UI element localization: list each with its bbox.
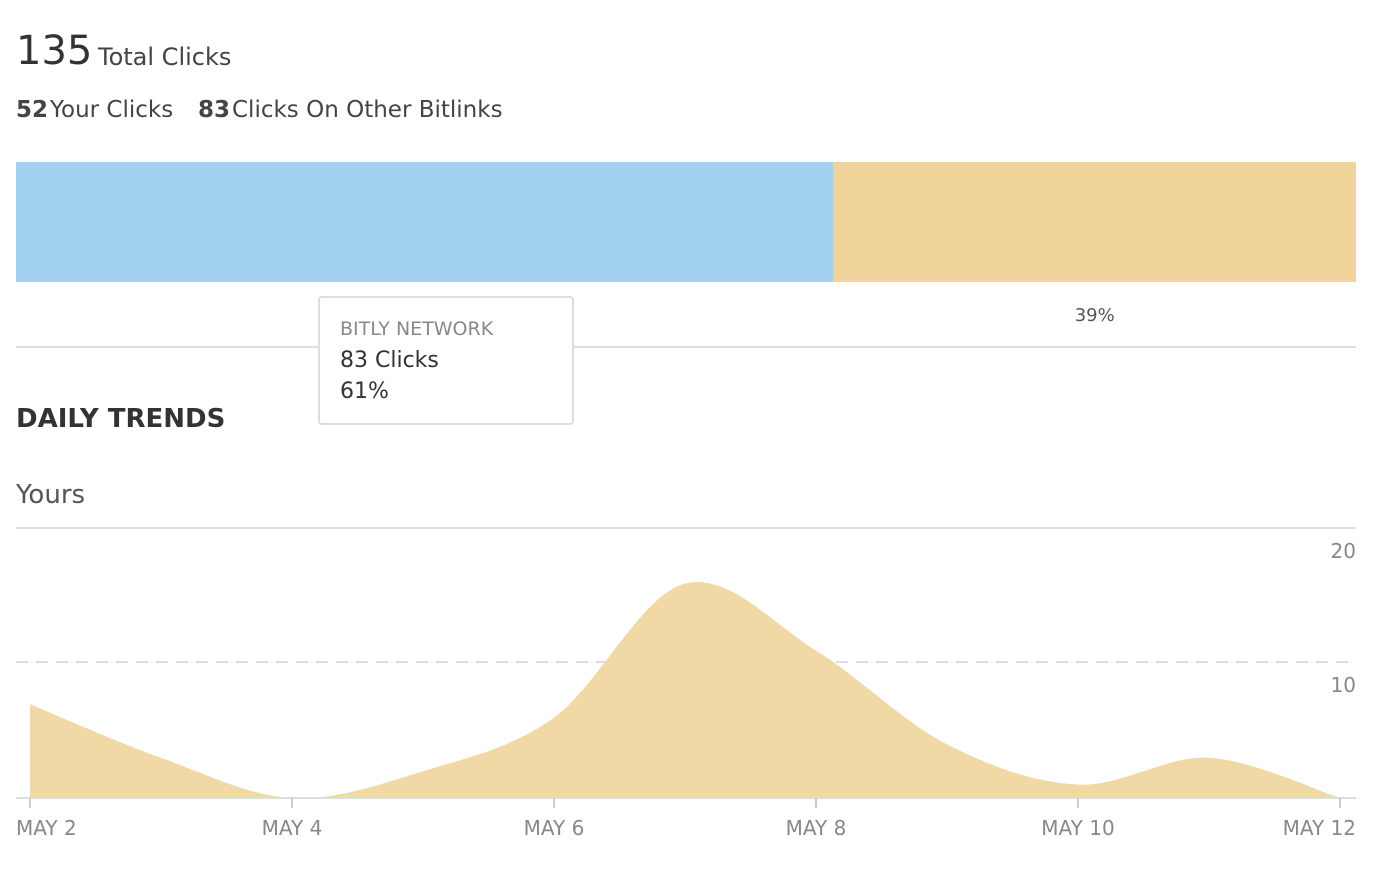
y-tick-label: 10 [1331, 673, 1356, 697]
tooltip-percent: 61% [340, 379, 389, 404]
x-tick-label: MAY 8 [786, 816, 847, 840]
your-count: 52 [16, 97, 48, 123]
other-count: 83 [198, 97, 230, 123]
total-label: Total Clicks [97, 43, 231, 71]
your-label: Your Clicks [49, 97, 173, 123]
x-tick-label: MAY 12 [1283, 816, 1356, 840]
other-label: Clicks On Other Bitlinks [232, 97, 503, 123]
total-clicks: 135 [16, 28, 92, 74]
bar-segment [833, 162, 1356, 282]
x-tick-label: MAY 6 [524, 816, 585, 840]
tooltip-box [318, 296, 574, 425]
y-tick-label: 20 [1331, 539, 1356, 563]
x-tick-label: MAY 4 [262, 816, 323, 840]
bar-segment [16, 162, 834, 282]
section-title: DAILY TRENDS [16, 404, 225, 434]
tooltip-clicks: 83 Clicks [340, 348, 439, 373]
x-tick-label: MAY 10 [1041, 816, 1114, 840]
chart-title: Yours [15, 480, 85, 510]
segment-label: 39% [1075, 305, 1115, 326]
area [30, 582, 1340, 798]
tooltip-title: BITLY NETWORK [340, 318, 494, 340]
x-tick-label: MAY 2 [16, 816, 77, 840]
tooltip: BITLY NETWORK 83 Clicks 61% [318, 296, 574, 425]
